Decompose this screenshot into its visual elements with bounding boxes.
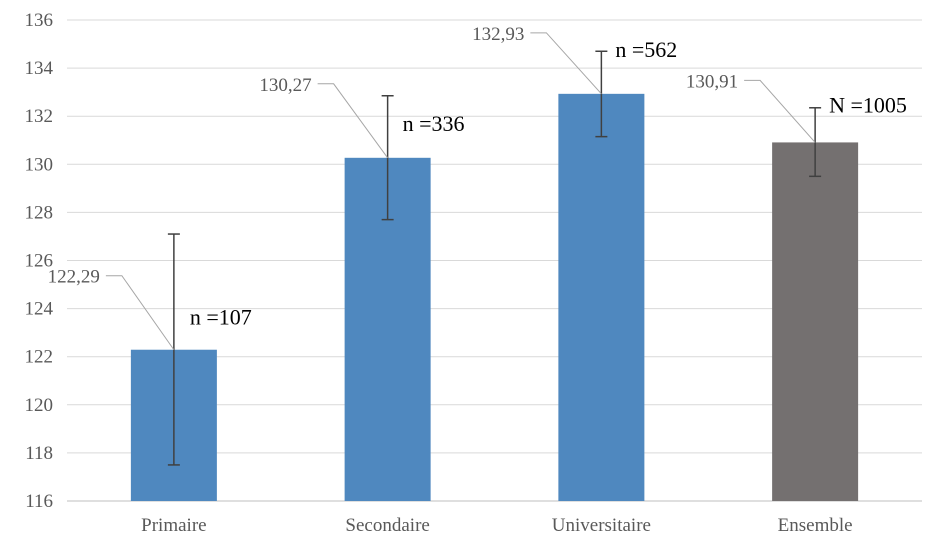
bar xyxy=(772,142,859,502)
bar xyxy=(558,93,645,501)
y-tick-label: 130 xyxy=(25,154,54,175)
category-label: Secondaire xyxy=(345,515,429,536)
category-label: Primaire xyxy=(141,515,206,536)
sample-size-label: n =336 xyxy=(403,111,465,136)
y-tick-label: 136 xyxy=(25,10,54,31)
sample-size-label: n =562 xyxy=(615,37,677,62)
y-tick-label: 122 xyxy=(25,347,54,368)
value-leader-line xyxy=(530,32,602,95)
sample-size-label: N =1005 xyxy=(829,92,907,117)
y-tick-label: 120 xyxy=(25,395,54,416)
error-bars xyxy=(167,50,822,466)
y-tick-label: 126 xyxy=(25,251,54,272)
category-label: Ensemble xyxy=(778,515,853,536)
x-axis-categories: Primaire Secondaire Universitaire Ensemble xyxy=(141,515,852,536)
value-label: 130,27 xyxy=(259,75,311,96)
value-label: 130,91 xyxy=(686,71,738,92)
value-leader-line xyxy=(105,275,175,351)
y-tick-label: 134 xyxy=(25,58,54,79)
y-axis-ticks: 116 118 120 122 124 126 128 130 132 134 136 xyxy=(25,10,54,512)
y-tick-label: 118 xyxy=(25,443,53,464)
data-labels: 122,29 n =107 130,27 n =336 132,93 n =562 130,… xyxy=(48,24,907,330)
label-leaders xyxy=(105,32,816,351)
sample-size-label: n =107 xyxy=(190,305,252,330)
y-tick-label: 124 xyxy=(25,299,54,320)
y-tick-label: 116 xyxy=(25,491,53,512)
bars xyxy=(130,93,859,502)
value-label: 132,93 xyxy=(472,24,524,45)
category-label: Universitaire xyxy=(552,515,651,536)
value-leader-line xyxy=(317,83,389,159)
y-tick-label: 132 xyxy=(25,106,54,127)
value-label: 122,29 xyxy=(48,267,100,288)
y-tick-label: 128 xyxy=(25,202,54,223)
value-leader-line xyxy=(744,79,816,143)
